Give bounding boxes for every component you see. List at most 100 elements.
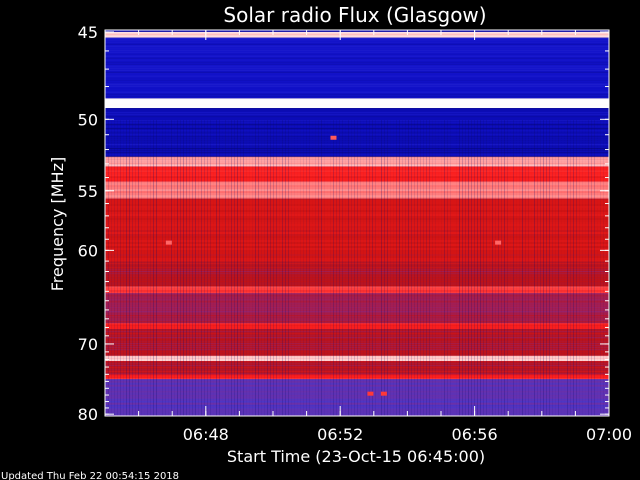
y-axis-title: Frequency [MHz] [48,157,67,291]
x-axis-title: Start Time (23-Oct-15 06:45:00) [227,447,485,466]
noise-row [105,246,609,248]
noise-column [144,120,145,416]
noise-column [141,120,142,416]
noise-row [105,397,609,399]
noise-row [105,374,609,376]
noise-row [105,369,609,371]
noise-row [105,110,609,112]
spot-4 [380,391,387,396]
noise-column [417,120,418,416]
noise-row [105,154,609,156]
noise-column [243,120,244,416]
noise-row [105,389,609,391]
noise-row [105,126,609,128]
noise-row [105,293,609,295]
noise-column [558,120,559,416]
noise-column [207,120,208,416]
noise-column [357,120,358,416]
noise-column [321,120,322,416]
noise-row [105,63,609,65]
spot-1 [165,240,172,245]
noise-row [105,236,609,238]
noise-column [276,120,277,416]
noise-row [105,134,609,136]
noise-row [105,295,609,297]
noise-column [369,120,370,416]
noise-column [552,120,553,416]
noise-column [501,120,502,416]
spectrogram-texture [105,31,609,417]
noise-row [105,409,609,411]
noise-row [105,333,609,335]
noise-column [225,120,226,416]
noise-column [345,120,346,416]
noise-row [105,309,609,311]
noise-column [315,120,316,416]
noise-row [105,232,609,234]
noise-row [105,347,609,349]
noise-column [360,120,361,416]
noise-row [105,273,609,275]
noise-column [252,120,253,416]
noise-column [204,120,205,416]
noise-column [153,120,154,416]
noise-column [537,120,538,416]
noise-row [105,263,609,265]
noise-row [105,355,609,357]
y-tick-label: 70 [78,335,98,354]
noise-row [105,339,609,341]
noise-row [105,114,609,116]
noise-column [249,120,250,416]
noise-row [105,138,609,140]
noise-row [105,102,609,104]
noise-row [105,136,609,138]
noise-column [180,120,181,416]
noise-column [192,120,193,416]
noise-column [138,120,139,416]
noise-row [105,323,609,325]
noise-column [591,120,592,416]
noise-column [543,120,544,416]
noise-row [105,361,609,363]
noise-row [105,187,609,189]
noise-column [453,120,454,416]
noise-row [105,275,609,277]
noise-column [522,120,523,416]
noise-column [354,120,355,416]
noise-column [546,120,547,416]
noise-column [438,120,439,416]
noise-column [510,120,511,416]
noise-row [105,285,609,287]
noise-row [105,174,609,176]
noise-row [105,98,609,100]
noise-row [105,39,609,41]
noise-column [600,120,601,416]
noise-column [447,120,448,416]
noise-row [105,399,609,401]
noise-row [105,258,609,260]
noise-column [150,120,151,416]
noise-row [105,181,609,183]
noise-column [237,120,238,416]
noise-column [579,120,580,416]
noise-column [210,120,211,416]
noise-row [105,100,609,102]
noise-column [213,120,214,416]
noise-row [105,341,609,343]
noise-row [105,387,609,389]
noise-row [105,166,609,168]
noise-column [441,120,442,416]
noise-column [549,120,550,416]
noise-row [105,337,609,339]
noise-row [105,91,609,93]
noise-column [156,120,157,416]
noise-row [105,216,609,218]
noise-column [111,120,112,416]
noise-row [105,77,609,79]
noise-row [105,83,609,85]
noise-column [177,120,178,416]
noise-column [123,120,124,416]
spot-0 [330,135,337,140]
noise-row [105,403,609,405]
noise-row [105,79,609,81]
